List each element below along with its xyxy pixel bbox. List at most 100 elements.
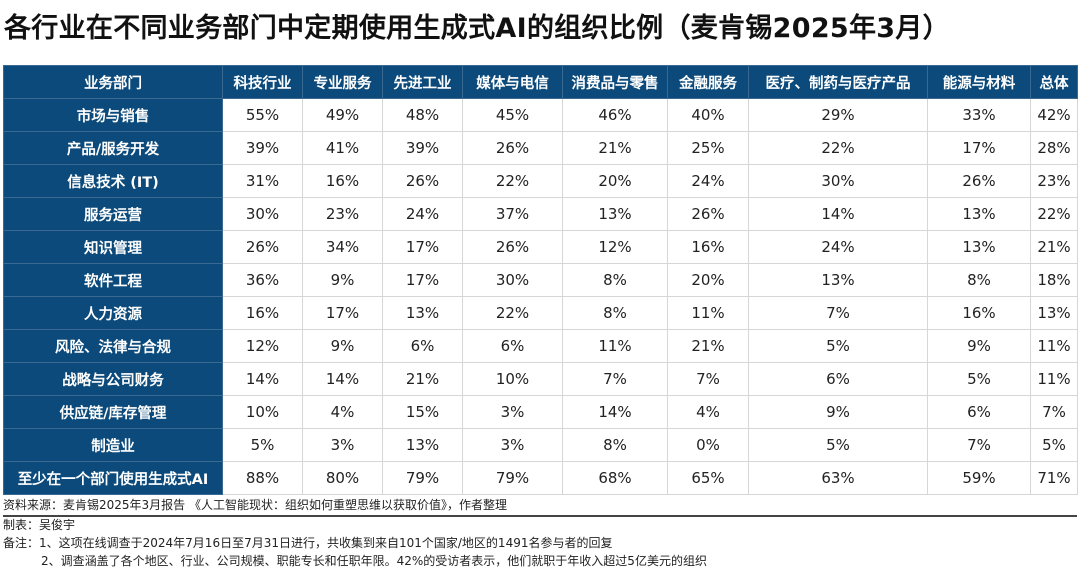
table-cell: 21% [667, 329, 749, 363]
column-header: 总体 [1030, 65, 1078, 99]
table-cell: 8% [562, 263, 668, 297]
table-cell: 9% [302, 263, 383, 297]
table-cell: 55% [222, 98, 303, 132]
table-cell: 37% [462, 197, 563, 231]
table-cell: 20% [562, 164, 668, 198]
table-cell: 18% [1030, 263, 1078, 297]
table-cell: 6% [382, 329, 463, 363]
table-cell: 9% [748, 395, 928, 429]
table-cell: 21% [562, 131, 668, 165]
table-cell: 63% [748, 461, 928, 495]
table-cell: 42% [1030, 98, 1078, 132]
table-row: 人力资源 16% 17% 13% 22% 8% 11% 7% 16% 13% [3, 296, 1078, 330]
table-cell: 22% [748, 131, 928, 165]
table-cell: 24% [667, 164, 749, 198]
table-cell: 3% [462, 395, 563, 429]
table-cell: 13% [927, 230, 1031, 264]
table-cell: 26% [382, 164, 463, 198]
table-cell: 0% [667, 428, 749, 462]
table-cell: 88% [222, 461, 303, 495]
column-header: 科技行业 [222, 65, 303, 99]
column-header: 媒体与电信 [462, 65, 563, 99]
remark-2: 2、调查涵盖了各个地区、行业、公司规模、职能专长和任职年限。42%的受访者表示，… [41, 554, 707, 568]
table-cell: 5% [748, 428, 928, 462]
table-cell: 7% [562, 362, 668, 396]
table-cell: 80% [302, 461, 383, 495]
table-cell: 14% [222, 362, 303, 396]
table-cell: 13% [562, 197, 668, 231]
table-cell: 30% [222, 197, 303, 231]
row-header: 信息技术 (IT) [3, 164, 223, 198]
table-row: 服务运营 30% 23% 24% 37% 13% 26% 14% 13% 22% [3, 197, 1078, 231]
table-cell: 5% [748, 329, 928, 363]
row-header: 知识管理 [3, 230, 223, 264]
table-cell: 5% [1030, 428, 1078, 462]
column-header: 专业服务 [302, 65, 383, 99]
table-cell: 48% [382, 98, 463, 132]
table-header-row: 业务部门 科技行业 专业服务 先进工业 媒体与电信 消费品与零售 金融服务 医疗、制药与医疗产… [3, 65, 1078, 99]
table-cell: 10% [462, 362, 563, 396]
column-header: 能源与材料 [927, 65, 1031, 99]
table-cell: 65% [667, 461, 749, 495]
table-cell: 28% [1030, 131, 1078, 165]
table-cell: 79% [382, 461, 463, 495]
table-cell: 17% [302, 296, 383, 330]
row-header: 至少在一个部门使用生成式AI [3, 461, 223, 495]
table-cell: 33% [927, 98, 1031, 132]
table-cell: 13% [382, 296, 463, 330]
row-header: 人力资源 [3, 296, 223, 330]
table-cell: 22% [462, 296, 563, 330]
table-cell: 4% [667, 395, 749, 429]
table-cell: 23% [1030, 164, 1078, 198]
table-cell: 6% [462, 329, 563, 363]
table-cell: 16% [302, 164, 383, 198]
table-cell: 45% [462, 98, 563, 132]
table-cell: 6% [748, 362, 928, 396]
table-row: 软件工程 36% 9% 17% 30% 8% 20% 13% 8% 18% [3, 263, 1078, 297]
row-header: 制造业 [3, 428, 223, 462]
table-cell: 16% [222, 296, 303, 330]
table-cell: 31% [222, 164, 303, 198]
table-row: 风险、法律与合规 12% 9% 6% 6% 11% 21% 5% 9% 11% [3, 329, 1078, 363]
table-cell: 40% [667, 98, 749, 132]
table-cell: 22% [1030, 197, 1078, 231]
table-cell: 39% [382, 131, 463, 165]
row-header: 风险、法律与合规 [3, 329, 223, 363]
table-cell: 3% [462, 428, 563, 462]
table-cell: 21% [1030, 230, 1078, 264]
table-cell: 5% [927, 362, 1031, 396]
table-cell: 16% [927, 296, 1031, 330]
table-cell: 17% [927, 131, 1031, 165]
column-header: 医疗、制药与医疗产品 [748, 65, 928, 99]
table-cell: 11% [562, 329, 668, 363]
row-header: 产品/服务开发 [3, 131, 223, 165]
table-cell: 7% [1030, 395, 1078, 429]
table-cell: 21% [382, 362, 463, 396]
table-cell: 46% [562, 98, 668, 132]
table-cell: 12% [562, 230, 668, 264]
table-cell: 36% [222, 263, 303, 297]
table-cell: 49% [302, 98, 383, 132]
table-cell: 3% [302, 428, 383, 462]
column-header: 业务部门 [3, 65, 223, 99]
column-header: 消费品与零售 [562, 65, 668, 99]
table-cell: 15% [382, 395, 463, 429]
table-row: 制造业 5% 3% 13% 3% 8% 0% 5% 7% 5% [3, 428, 1078, 462]
table-cell: 11% [1030, 329, 1078, 363]
table-cell: 14% [748, 197, 928, 231]
table-cell: 25% [667, 131, 749, 165]
remark-1: 备注：1、这项在线调查于2024年7月16日至7月31日进行，共收集到来自101… [3, 536, 613, 550]
table-cell: 30% [748, 164, 928, 198]
table-cell: 14% [562, 395, 668, 429]
table-cell: 9% [927, 329, 1031, 363]
table-cell: 13% [382, 428, 463, 462]
maker-note: 制表：吴俊宇 [3, 518, 76, 532]
table-cell: 26% [222, 230, 303, 264]
table-row: 至少在一个部门使用生成式AI 88% 80% 79% 79% 68% 65% 63% 59% 71… [3, 461, 1078, 495]
table-cell: 34% [302, 230, 383, 264]
table-cell: 29% [748, 98, 928, 132]
source-note: 资料来源：麦肯锡2025年3月报告 《人工智能现状：组织如何重塑思维以获取价值》… [3, 496, 1077, 517]
column-header: 金融服务 [667, 65, 749, 99]
row-header: 供应链/库存管理 [3, 395, 223, 429]
table-cell: 41% [302, 131, 383, 165]
